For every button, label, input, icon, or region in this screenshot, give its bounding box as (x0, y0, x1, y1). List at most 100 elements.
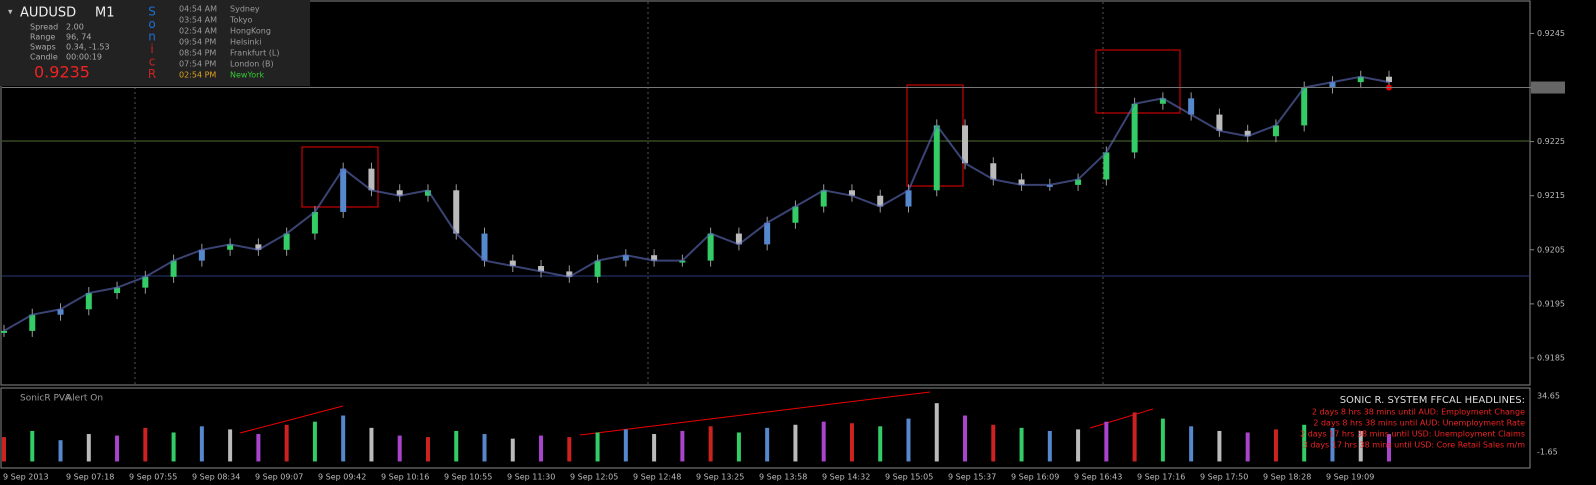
volume-bar (1358, 430, 1363, 462)
sonic-letter: o (148, 17, 155, 31)
volume-bar (58, 440, 63, 462)
volume-bar (171, 432, 176, 462)
session-time: 08:54 PM (179, 49, 216, 58)
volume-bar (1330, 427, 1335, 462)
volume-bar (397, 435, 402, 462)
volume-bar (991, 424, 996, 462)
candle (1075, 179, 1082, 185)
y-tick-label: 0.9215 (1537, 191, 1565, 200)
candle (1, 330, 7, 333)
candle (340, 168, 347, 212)
headlines-title: SONIC R. SYSTEM FFCAL HEADLINES: (1340, 395, 1525, 406)
candle (820, 190, 827, 207)
time-label: 9 Sep 09:07 (255, 473, 303, 482)
headline: 2 days 8 hrs 38 mins until AUD: Unemploy… (1313, 419, 1525, 428)
panel-toggle[interactable]: ▾ (8, 8, 13, 18)
candle (877, 195, 884, 207)
candle (227, 244, 234, 250)
candle (1329, 82, 1336, 88)
symbol: AUDUSD (20, 6, 76, 21)
time-label: 9 Sep 09:42 (318, 473, 366, 482)
candle (170, 260, 177, 277)
candle (792, 206, 799, 223)
time-label: 9 Sep 07:18 (66, 473, 114, 482)
sonic-letter: R (148, 67, 156, 81)
volume-bar (1047, 430, 1052, 462)
volume-bar (1076, 429, 1081, 462)
candle (481, 233, 488, 261)
candle (622, 255, 629, 261)
candle (311, 211, 318, 234)
session-city: NewYork (230, 71, 264, 80)
candle (594, 260, 601, 277)
candle (990, 163, 997, 180)
volume-bar (821, 421, 826, 462)
candle (1159, 98, 1166, 104)
volume-bar (284, 424, 289, 462)
volume-bar (708, 426, 713, 462)
volume-bar (510, 438, 515, 462)
time-label: 9 Sep 13:58 (759, 473, 807, 482)
volume-bar (199, 426, 204, 462)
time-label: 9 Sep 14:32 (822, 473, 870, 482)
volume-bar (2, 437, 6, 462)
y-tick-label: 0.9195 (1537, 299, 1565, 308)
candle (142, 276, 149, 288)
volume-bar (1387, 434, 1391, 462)
volume-bar (1245, 432, 1250, 462)
y-tick-label: 0.9205 (1537, 245, 1565, 254)
sonic-letter: n (148, 30, 156, 44)
time-label: 9 Sep 16:43 (1074, 473, 1122, 482)
volume-bar (228, 429, 233, 462)
time-label: 9 Sep 12:48 (633, 473, 681, 482)
candle (1301, 87, 1308, 126)
volume-bar (1132, 412, 1137, 462)
session-city: HongKong (230, 27, 271, 36)
volume-bar (86, 434, 91, 462)
volume-bar (878, 426, 883, 462)
session-time: 07:54 PM (179, 60, 216, 69)
current-price-tag (1531, 81, 1565, 94)
time-label: 9 Sep 19:09 (1326, 473, 1374, 482)
candle (283, 233, 290, 250)
time-label: 9 Sep 2013 (3, 473, 49, 482)
indicator-tick-label: -1.65 (1537, 448, 1558, 457)
candle (1216, 114, 1223, 131)
y-tick-label: 0.9225 (1537, 137, 1565, 146)
indicator-frame (0, 387, 1531, 469)
info-value: 96, 74 (66, 33, 91, 42)
indicator-name: SonicR PVA (20, 394, 71, 404)
candle (57, 309, 64, 315)
time-label: 9 Sep 10:55 (444, 473, 492, 482)
volume-bar (425, 437, 430, 462)
volume-bar (680, 430, 685, 462)
headline: 2 days 17 hrs 38 mins until USD: Unemplo… (1300, 430, 1525, 439)
info-label: Range (30, 33, 55, 42)
session-city: Helsinki (230, 38, 261, 47)
sonic-letter: S (148, 5, 156, 19)
volume-bar (1273, 429, 1278, 462)
candle (538, 266, 545, 272)
y-tick-label: 0.9185 (1537, 353, 1565, 362)
info-label: Candle (30, 53, 58, 62)
session-city: London (B) (230, 60, 274, 69)
timeframe: M1 (95, 6, 115, 21)
time-label: 9 Sep 07:55 (129, 473, 177, 482)
volume-bar (849, 423, 854, 462)
candle (1131, 103, 1138, 153)
volume-bar (1019, 427, 1024, 462)
main-frame (0, 0, 1531, 386)
info-value: 00:00:19 (66, 53, 102, 62)
volume-bar (623, 429, 628, 462)
volume-bar (256, 434, 261, 462)
candle (1357, 76, 1364, 83)
candle (368, 168, 375, 191)
alert-status: Alert On (66, 394, 103, 404)
volume-bar (312, 421, 317, 462)
volume-bar (1104, 421, 1109, 462)
time-label: 9 Sep 17:50 (1200, 473, 1248, 482)
volume-bar (934, 403, 939, 462)
candle (764, 222, 771, 245)
candle (29, 314, 36, 331)
